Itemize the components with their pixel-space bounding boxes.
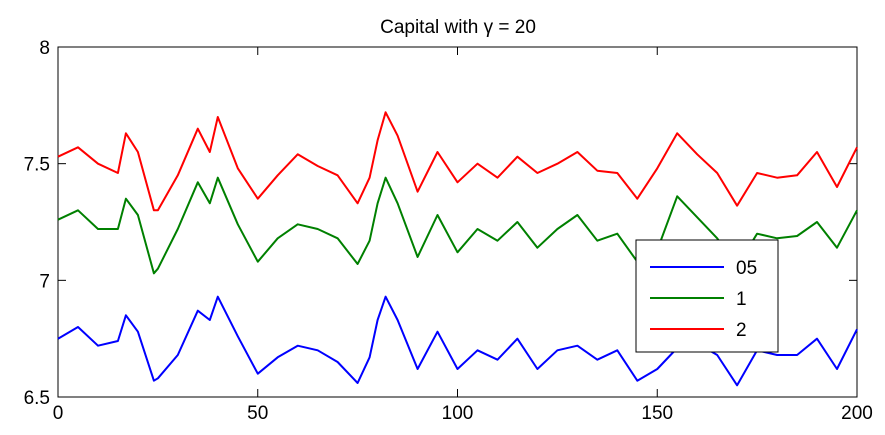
legend-box [635, 239, 779, 353]
series-line-2 [57, 111, 858, 212]
legend-label-05: 05 [736, 258, 757, 279]
y-tick-label: 8 [39, 38, 50, 59]
y-tick-label: 6.5 [24, 388, 50, 409]
chart-title: Capital with γ = 20 [380, 17, 536, 38]
x-tick-label: 100 [442, 403, 474, 424]
legend-label-2: 2 [736, 320, 747, 341]
x-tick-label: 150 [641, 403, 673, 424]
legend-label-1: 1 [736, 289, 747, 310]
x-tick-label: 0 [53, 403, 64, 424]
y-tick-label: 7 [39, 271, 50, 292]
y-tick-label: 7.5 [24, 155, 50, 176]
x-tick-label: 200 [841, 403, 873, 424]
series-line-1 [57, 176, 858, 275]
plot-area: 0 50 100 150 200 6.5 7 7.5 8 05 1 2 [24, 38, 873, 424]
x-tick-label: 50 [247, 403, 268, 424]
